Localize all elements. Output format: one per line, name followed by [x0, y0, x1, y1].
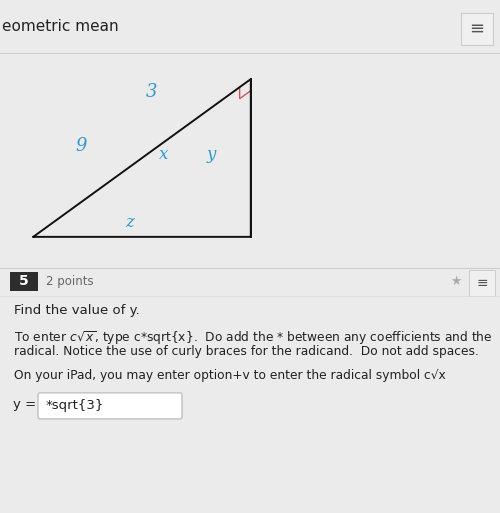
Text: On your iPad, you may enter option+v to enter the radical symbol c√x: On your iPad, you may enter option+v to …: [14, 369, 446, 382]
Text: ≡: ≡: [470, 20, 484, 38]
Text: y =: y =: [13, 399, 36, 411]
Text: radical. Notice the use of curly braces for the radicand.  Do not add spaces.: radical. Notice the use of curly braces …: [14, 345, 479, 358]
FancyBboxPatch shape: [38, 393, 182, 419]
Text: z: z: [125, 213, 134, 231]
Text: 3: 3: [146, 83, 158, 101]
Text: 2 points: 2 points: [46, 275, 94, 288]
Text: x: x: [158, 146, 168, 163]
Text: 9: 9: [76, 137, 87, 155]
Text: ≡: ≡: [476, 276, 488, 290]
FancyBboxPatch shape: [10, 272, 38, 291]
FancyBboxPatch shape: [469, 270, 495, 296]
Text: To enter $c\sqrt{x}$, type c*sqrt{x}.  Do add the * between any coefficients and: To enter $c\sqrt{x}$, type c*sqrt{x}. Do…: [14, 329, 492, 347]
FancyBboxPatch shape: [461, 13, 493, 45]
Text: 5: 5: [19, 274, 29, 288]
Text: ★: ★: [450, 275, 462, 288]
Text: *sqrt{3}: *sqrt{3}: [46, 400, 104, 412]
Text: y: y: [206, 146, 216, 163]
Text: eometric mean: eometric mean: [2, 19, 118, 34]
Text: Find the value of y.: Find the value of y.: [14, 304, 140, 317]
